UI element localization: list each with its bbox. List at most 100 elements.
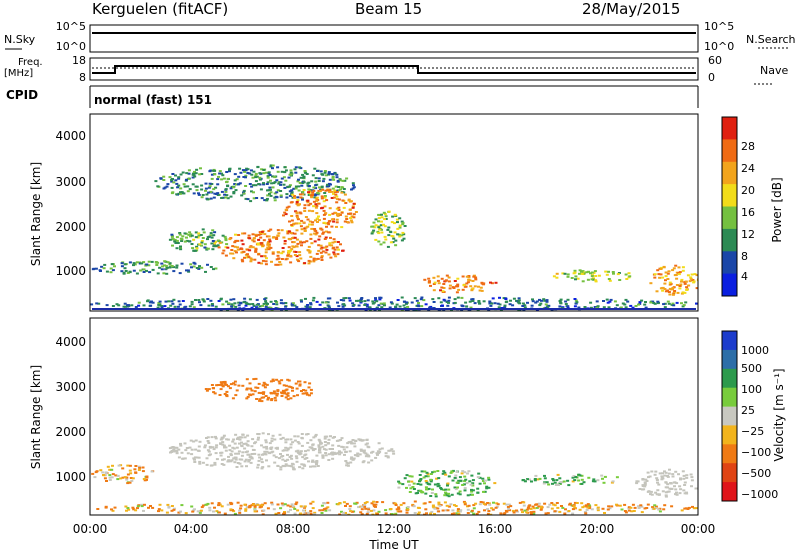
velocity-cell xyxy=(457,479,461,482)
velocity-cell xyxy=(573,507,577,509)
velocity-cell xyxy=(229,453,233,456)
velocity-cell xyxy=(185,447,189,449)
velocity-cell xyxy=(656,481,659,484)
power-cell xyxy=(624,306,628,309)
power-cell xyxy=(292,195,296,197)
power-cell xyxy=(313,232,317,235)
power-cell xyxy=(398,226,402,229)
velocity-cell xyxy=(419,489,423,492)
velocity-cell xyxy=(241,433,245,436)
power-cell xyxy=(668,281,672,284)
power-cell xyxy=(184,305,188,308)
velocity-cell xyxy=(331,444,335,447)
power-cell xyxy=(269,191,273,194)
power-cell xyxy=(307,262,311,265)
velocity-cell xyxy=(263,452,267,455)
velocity-cell xyxy=(343,453,346,456)
velocity-cell xyxy=(359,511,363,514)
velocity-cell xyxy=(354,502,358,505)
velocity-cell xyxy=(252,449,256,451)
velocity-cell xyxy=(439,487,443,489)
power-cell xyxy=(324,230,328,233)
velocity-cell xyxy=(197,456,201,459)
power-cell xyxy=(205,193,209,196)
power-cell xyxy=(276,170,280,173)
power-cell xyxy=(321,301,325,304)
power-cell xyxy=(340,211,344,214)
power-cell xyxy=(684,301,688,304)
velocity-cell xyxy=(244,458,248,461)
power-cell xyxy=(288,194,292,197)
velocity-cell xyxy=(104,472,108,474)
velocity-cell xyxy=(429,480,433,483)
power-cell xyxy=(404,302,408,305)
power-cell xyxy=(319,227,323,230)
velocity-cell xyxy=(655,477,659,480)
power-cell xyxy=(465,275,469,278)
velocity-colorbar-swatch xyxy=(722,387,737,408)
power-cell xyxy=(373,309,377,311)
velocity-cell xyxy=(324,454,328,457)
velocity-cell xyxy=(463,480,467,483)
power-cell xyxy=(613,300,617,303)
velocity-cell xyxy=(664,494,668,497)
power-cell xyxy=(192,265,196,268)
power-cell xyxy=(208,185,212,188)
velocity-cell xyxy=(640,505,644,508)
velocity-cell xyxy=(450,512,454,515)
velocity-cell xyxy=(298,466,302,469)
power-cell xyxy=(388,306,392,309)
power-cell xyxy=(233,179,237,182)
power-cell xyxy=(555,276,559,279)
power-cell xyxy=(244,176,247,179)
velocity-cell xyxy=(661,490,665,493)
velocity-cell xyxy=(528,504,532,507)
velocity-cell xyxy=(277,457,281,460)
power-cell xyxy=(440,286,444,289)
velocity-cell xyxy=(437,510,441,513)
velocity-cell xyxy=(442,488,446,491)
velocity-cell xyxy=(158,503,162,506)
power-cell xyxy=(390,221,394,224)
power-cell xyxy=(206,298,210,300)
velocity-cell xyxy=(227,460,231,463)
power-colorbar-frame xyxy=(721,116,738,297)
velocity-cell xyxy=(563,512,567,515)
velocity-cell xyxy=(275,394,279,397)
power-cell xyxy=(350,215,354,218)
velocity-cell xyxy=(134,465,138,467)
power-cell xyxy=(151,301,155,304)
power-cell xyxy=(224,188,228,191)
velocity-cell xyxy=(342,511,346,514)
power-cell xyxy=(213,242,217,245)
power-cell xyxy=(221,174,225,177)
power-cell xyxy=(693,273,697,276)
power-cell xyxy=(511,304,515,307)
power-cell xyxy=(294,210,298,213)
power-cell xyxy=(307,249,311,252)
power-cell xyxy=(177,300,181,303)
power-cell xyxy=(314,193,318,196)
power-cell xyxy=(168,238,172,241)
velocity-cell xyxy=(243,436,247,439)
velocity-cell xyxy=(245,378,249,381)
power-cell xyxy=(297,203,301,206)
velocity-cell xyxy=(380,447,384,450)
velocity-cell xyxy=(655,493,659,496)
power-cell xyxy=(461,275,465,278)
power-cell xyxy=(198,301,201,304)
power-cell xyxy=(659,268,663,270)
velocity-cell xyxy=(557,484,560,486)
velocity-cell xyxy=(418,480,421,483)
velocity-cell xyxy=(539,505,543,508)
velocity-cell xyxy=(157,510,160,513)
power-cell xyxy=(336,180,340,183)
power-cell xyxy=(460,309,464,311)
velocity-cell xyxy=(244,509,248,512)
power-cell xyxy=(330,225,334,228)
velocity-cell xyxy=(298,380,302,383)
power-cell xyxy=(326,222,330,224)
velocity-cell xyxy=(486,508,490,511)
velocity-cell xyxy=(208,509,212,512)
power-cell xyxy=(312,257,316,260)
